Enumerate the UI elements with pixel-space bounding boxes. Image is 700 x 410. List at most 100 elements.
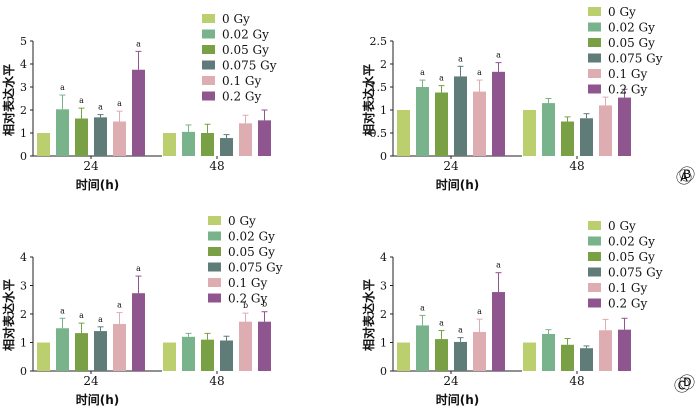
y-axis-title: 相对表达水平 [361,64,376,136]
y-tick-label: 2 [380,308,387,321]
bar [239,123,252,156]
legend-label: 0.1 Gy [608,281,647,295]
bar [523,342,536,371]
legend-swatch [202,45,215,54]
x-tick-label: 24 [443,159,459,173]
significance-label: a [458,54,463,63]
legend-label: 0.2 Gy [228,292,267,306]
bar [561,344,574,371]
legend-swatch [208,247,221,256]
bar [56,109,69,156]
legend-label: 0.075 Gy [608,266,663,280]
legend-label: 0.05 Gy [608,250,655,264]
x-axis-title: 时间(h) [76,392,120,407]
y-tick-label: 2 [20,308,27,321]
bar [561,121,574,156]
bar [454,341,467,371]
y-tick-label: 0 [380,150,387,163]
bar [599,330,612,371]
y-tick-label: 3 [20,280,27,293]
significance-label: a [60,306,65,315]
significance-label: a [98,315,103,324]
y-tick-label: 4 [20,58,27,71]
bar [220,340,233,371]
bar [37,133,50,156]
legend-label: 0.1 Gy [608,67,647,81]
legend-label: 0.05 Gy [608,36,655,50]
legend-swatch [208,278,221,287]
bar [492,292,505,371]
significance-label: a [496,261,501,270]
legend-label: 0 Gy [608,5,636,19]
bar [416,87,429,156]
legend-swatch [588,236,601,246]
x-tick-label: 48 [209,374,224,388]
legend-label: 0.1 Gy [228,276,267,290]
bar [163,133,176,156]
x-tick-label: 48 [569,159,584,173]
bar [220,138,233,156]
y-tick-label: 3 [380,280,387,293]
panel-label: Ⓑ [679,165,695,184]
legend-label: 0 Gy [228,214,256,228]
x-axis-title: 时间(h) [436,177,480,192]
x-axis-title: 时间(h) [436,392,480,407]
significance-label: a [136,264,141,273]
legend-swatch [588,22,601,32]
bar [75,118,88,156]
y-tick-label: 2 [20,104,27,117]
bar [435,339,448,371]
bar [580,348,593,371]
y-tick-label: 1 [20,127,27,140]
bar [239,321,252,371]
bar [182,336,195,371]
bar [416,325,429,371]
chart-panel-4: 0 1 2 3 4 相对表达水平 a a a a a 24 48 时间(h) 0 Gy 0.02 Gy0.05… [361,219,695,407]
legend-swatch [208,231,221,241]
bar [132,293,145,371]
significance-label: a [477,68,482,77]
bar [201,133,214,156]
chart-panel-2: 0 0.5 1 1.5 2 2.5 相对表达水平 a a a a a 24 48 时间(h) 0 Gy 0.02… [361,5,695,192]
legend-swatch [588,53,601,63]
x-tick-label: 24 [83,374,99,388]
y-tick-label: 0 [20,150,27,163]
significance-label: a [439,74,444,83]
y-tick-label: 0 [380,365,387,378]
legend-swatch [208,262,221,272]
bar [258,321,271,371]
bar [182,131,195,156]
legend-label: 0.2 Gy [222,90,261,104]
legend-swatch [202,60,215,70]
y-tick-label: 0 [20,365,27,378]
significance-label: a [136,39,141,48]
legend-label: 0.02 Gy [608,21,655,35]
significance-label: b [262,300,267,309]
significance-label: b [243,301,248,310]
x-tick-label: 48 [209,159,224,173]
bar [37,342,50,371]
bar [523,110,536,156]
legend-swatch [202,14,215,23]
bar [542,103,555,156]
panel-label: Ⓒ [674,376,690,395]
y-tick-label: 4 [380,251,387,264]
significance-label: a [439,319,444,328]
y-axis-title: 相对表达水平 [361,279,376,351]
legend-swatch [202,76,215,85]
y-tick-label: 2 [380,58,387,71]
bar [163,342,176,371]
bar [113,121,126,156]
legend-swatch [202,91,215,101]
legend-swatch [588,221,601,230]
panel-label: Ⓓ [679,373,695,392]
x-tick-label: 24 [83,159,99,173]
legend-label: 0.02 Gy [228,230,275,244]
legend-label: 0.2 Gy [608,83,647,97]
legend-label: 0.075 Gy [608,52,663,66]
bar [618,97,631,156]
legend-swatch [588,267,601,277]
bar [258,120,271,156]
bar [201,339,214,371]
